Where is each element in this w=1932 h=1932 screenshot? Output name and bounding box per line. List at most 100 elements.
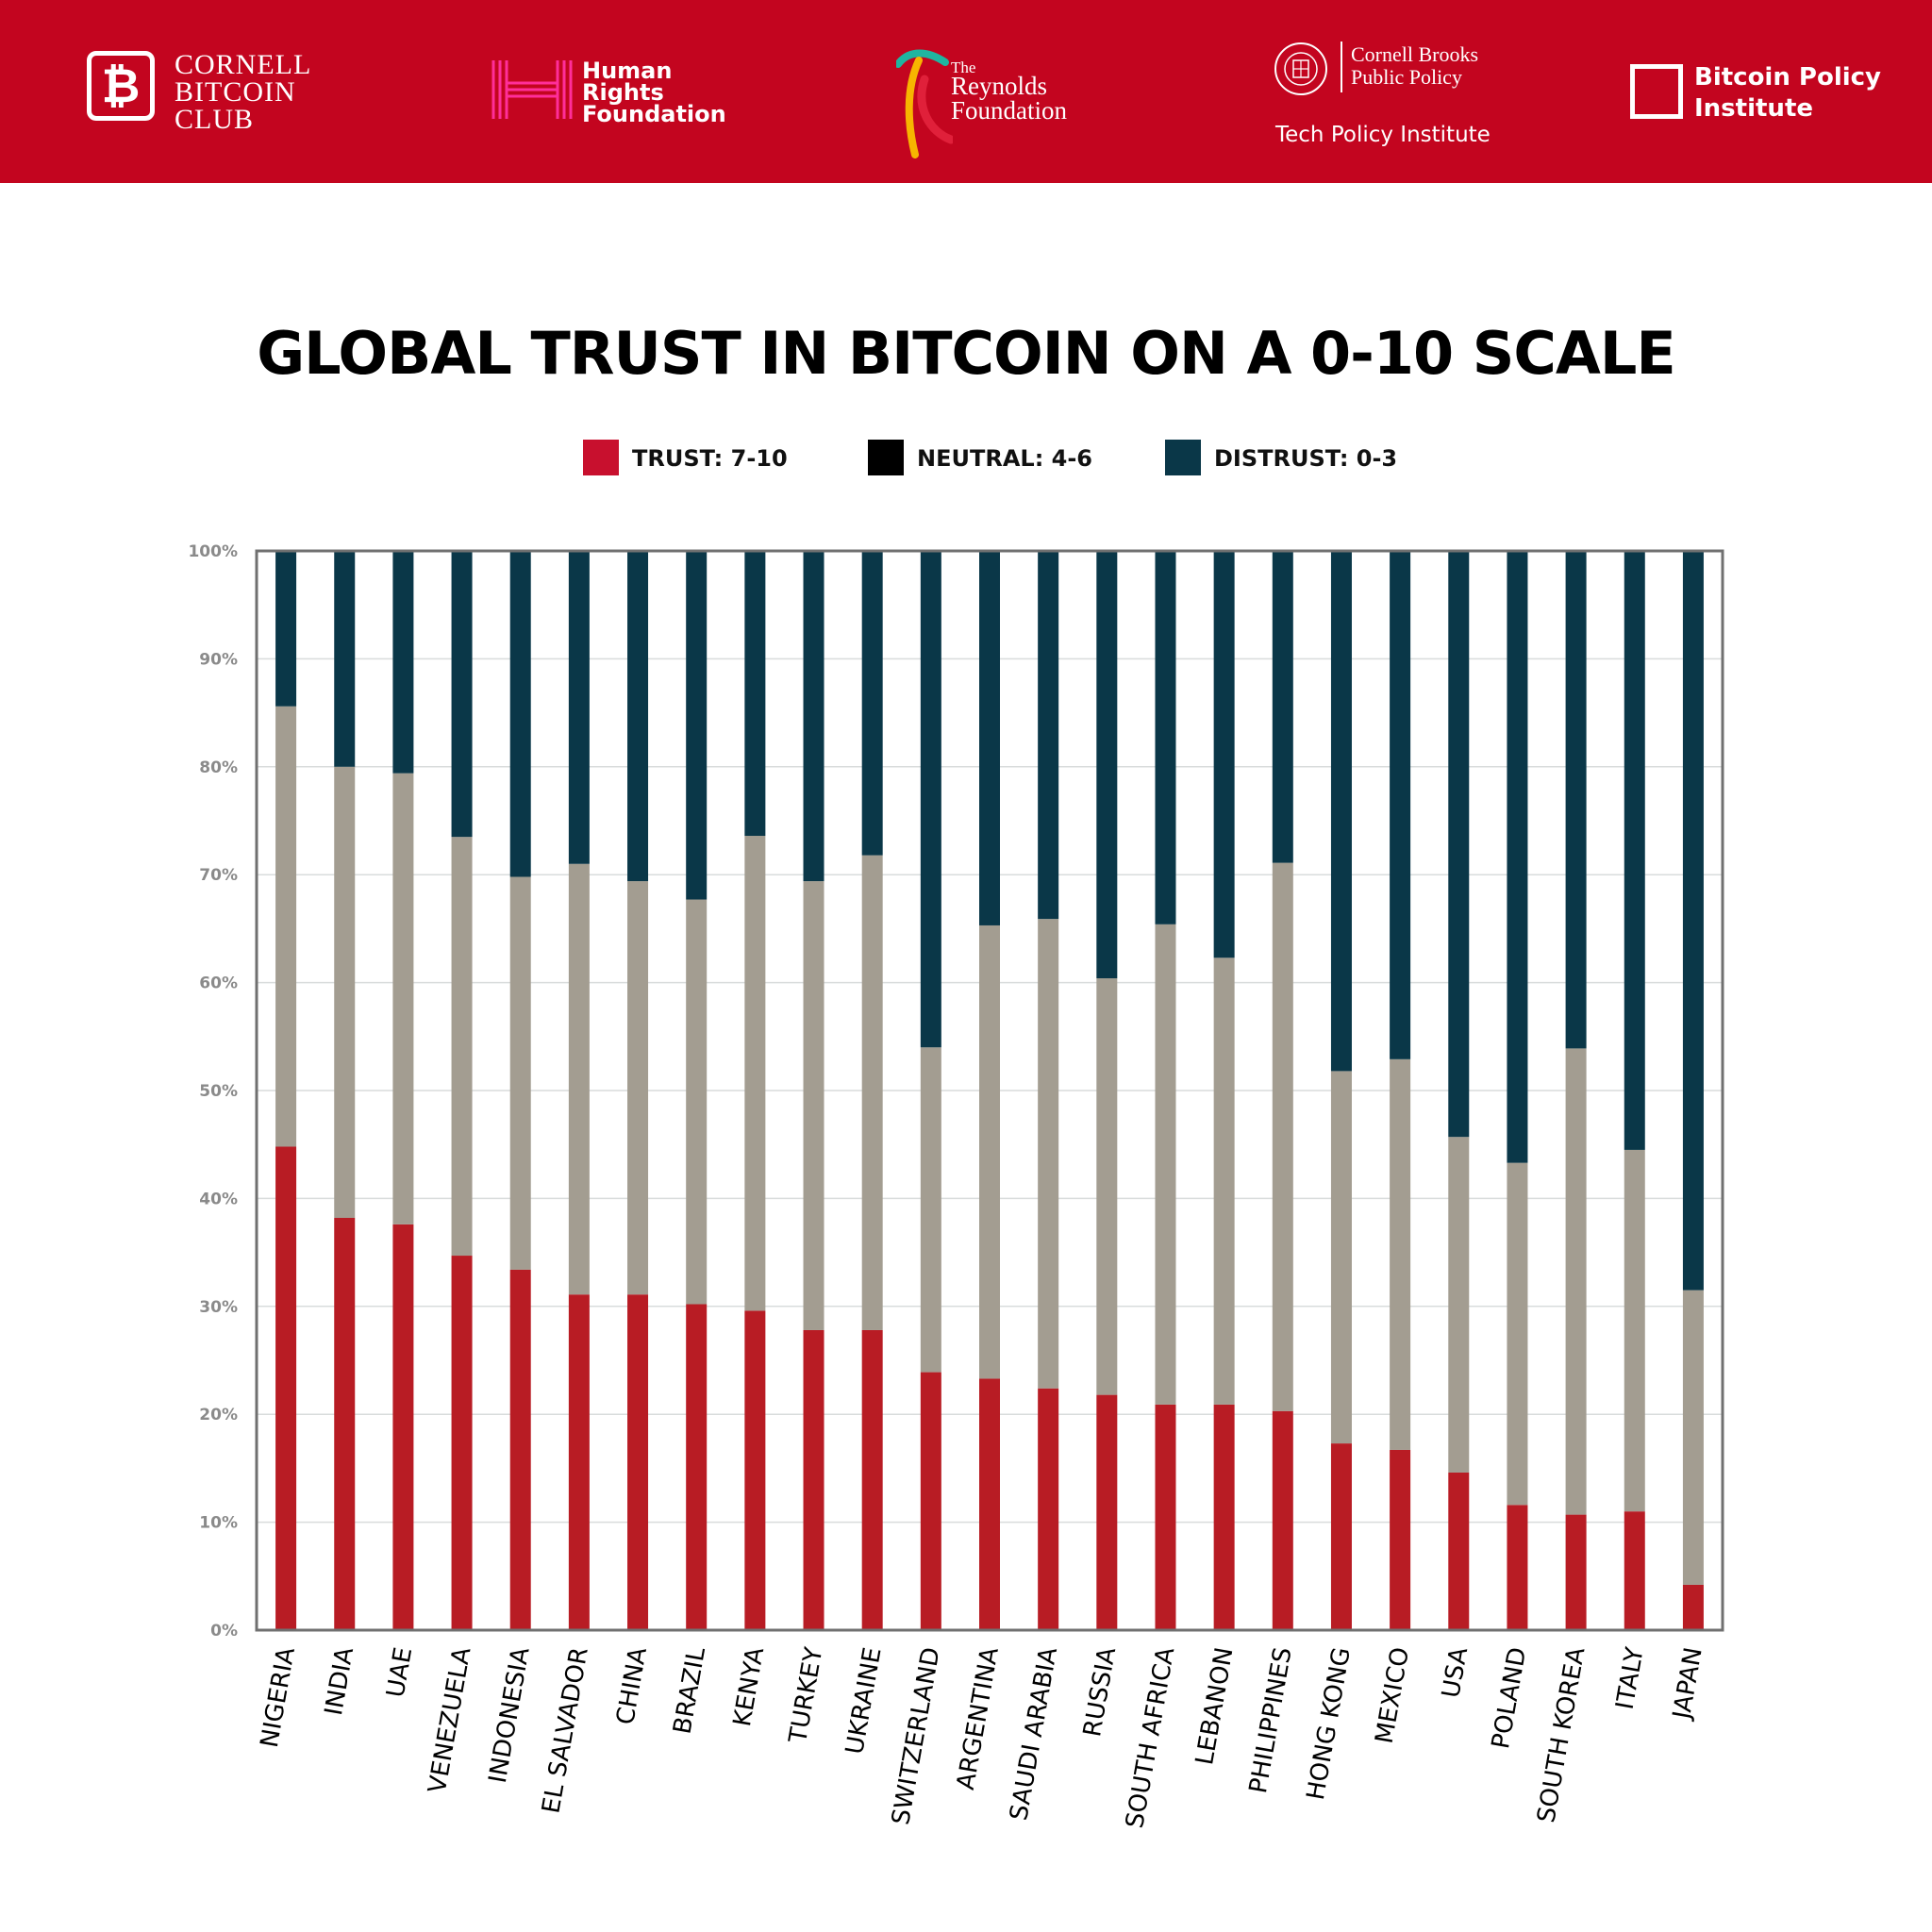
category-label: KENYA	[728, 1645, 770, 1729]
bar-segment-distrust	[979, 551, 1000, 925]
bar-segment-trust	[1330, 1443, 1352, 1630]
trf-line2: Foundation	[951, 96, 1068, 125]
reynolds-swirl-icon	[896, 49, 953, 158]
human-rights-foundation-logo: Human Rights Foundation	[491, 58, 736, 134]
category-label: HONG KONG	[1302, 1645, 1357, 1802]
y-tick-label: 80%	[199, 758, 238, 777]
y-tick-label: 60%	[199, 974, 238, 993]
bar-segment-neutral	[275, 706, 297, 1147]
y-tick-label: 0%	[210, 1622, 238, 1641]
category-label: SOUTH AFRICA	[1121, 1645, 1180, 1831]
category-label: UAE	[382, 1645, 419, 1700]
legend-swatch-trust	[583, 440, 619, 475]
chart-title: GLOBAL TRUST IN BITCOIN ON A 0-10 SCALE	[257, 319, 1676, 388]
cornell-divider	[1341, 42, 1342, 92]
category-label: USA	[1437, 1645, 1474, 1700]
y-tick-label: 40%	[199, 1190, 238, 1208]
bar-segment-neutral	[979, 924, 1000, 1379]
bar-segment-distrust	[686, 551, 708, 900]
bar-segment-neutral	[334, 766, 356, 1218]
bar-segment-distrust	[1155, 551, 1176, 924]
bar-segment-trust	[1565, 1514, 1587, 1630]
bpi-square-icon	[1630, 64, 1683, 119]
bar-segment-distrust	[920, 551, 941, 1048]
bar-segment-distrust	[1272, 551, 1293, 863]
bar-segment-distrust	[1565, 551, 1587, 1049]
bar-segment-distrust	[744, 551, 766, 837]
category-label: ARGENTINA	[952, 1645, 1005, 1792]
bar-segment-trust	[861, 1329, 883, 1630]
hrf-wordmark: Human Rights Foundation	[582, 58, 726, 125]
cornell-bitcoin-club-wordmark: CORNELL BITCOIN CLUB	[175, 51, 311, 134]
bar-segment-neutral	[1213, 958, 1235, 1405]
bar-segment-distrust	[392, 551, 414, 774]
bar-segment-neutral	[1038, 919, 1059, 1389]
bar-segment-distrust	[627, 551, 649, 882]
bar-segment-trust	[1272, 1410, 1293, 1630]
bar-segment-distrust	[803, 551, 824, 882]
bar-segment-trust	[1213, 1404, 1235, 1630]
bitcoin-b-icon: ₿	[87, 51, 155, 121]
cornell-brooks-wordmark: Cornell Brooks Public Policy	[1351, 43, 1478, 89]
bar-segment-neutral	[451, 837, 473, 1257]
bar-segment-trust	[509, 1269, 531, 1630]
bar-segment-trust	[1507, 1505, 1528, 1630]
bar-segment-trust	[979, 1378, 1000, 1630]
bar-segment-neutral	[1155, 924, 1176, 1405]
bar-segment-neutral	[1272, 862, 1293, 1411]
y-tick-label: 30%	[199, 1298, 238, 1317]
bpi-wordmark: Bitcoin Policy Institute	[1694, 62, 1881, 125]
bar-segment-distrust	[334, 551, 356, 767]
legend-label-trust: TRUST: 7-10	[632, 445, 788, 472]
bar-segment-neutral	[509, 876, 531, 1270]
bar-segment-trust	[1390, 1449, 1411, 1630]
category-label: EL SALVADOR	[537, 1645, 593, 1816]
reynolds-foundation-logo: The Reynolds Foundation	[896, 42, 1104, 164]
y-tick-label: 50%	[199, 1082, 238, 1101]
hrf-h-mark-icon	[491, 60, 573, 119]
bar-segment-distrust	[1624, 551, 1645, 1150]
category-label: TURKEY	[784, 1645, 829, 1746]
bar-segment-distrust	[1682, 551, 1704, 1291]
bitcoin-policy-institute-logo: Bitcoin Policy Institute	[1630, 62, 1881, 128]
trf-wordmark: Reynolds Foundation	[951, 72, 1068, 125]
bar-segment-trust	[744, 1310, 766, 1630]
category-label: INDIA	[320, 1645, 359, 1718]
category-label: ITALY	[1611, 1645, 1650, 1712]
category-label: VENEZUELA	[424, 1645, 477, 1795]
category-label: POLAND	[1487, 1645, 1532, 1751]
bar-segment-neutral	[1390, 1058, 1411, 1450]
bar-segment-trust	[1624, 1511, 1645, 1630]
hrf-line1: Human	[582, 58, 673, 84]
bar-segment-distrust	[1330, 551, 1352, 1072]
bar-segment-trust	[1448, 1472, 1470, 1630]
bar-segment-trust	[1096, 1394, 1118, 1630]
header-banner: ₿ CORNELL BITCOIN CLUB Human Rights F	[0, 0, 1932, 183]
legend-swatch-neutral	[868, 440, 904, 475]
cornell-bitcoin-club-logo: ₿ CORNELL BITCOIN CLUB	[87, 51, 332, 134]
category-label: NIGERIA	[256, 1645, 301, 1750]
bar-segment-trust	[392, 1224, 414, 1630]
category-label: SOUTH KOREA	[1532, 1645, 1591, 1825]
bar-segment-distrust	[509, 551, 531, 877]
category-label: JAPAN	[1668, 1645, 1708, 1723]
bar-segment-trust	[1682, 1584, 1704, 1630]
y-tick-label: 90%	[199, 650, 238, 669]
category-label: BRAZIL	[668, 1645, 711, 1737]
legend-swatch-distrust	[1165, 440, 1201, 475]
legend-label-distrust: DISTRUST: 0-3	[1214, 445, 1398, 472]
bar-segment-neutral	[803, 881, 824, 1330]
y-tick-label: 70%	[199, 866, 238, 885]
bar-segment-neutral	[392, 773, 414, 1224]
bar-segment-trust	[334, 1217, 356, 1630]
trf-line1: Reynolds	[951, 72, 1048, 100]
cornell-brooks-logo: Cornell Brooks Public Policy Tech Policy…	[1274, 40, 1519, 153]
bar-segment-trust	[275, 1146, 297, 1630]
bar-segment-distrust	[861, 551, 883, 856]
bar-segment-distrust	[451, 551, 473, 838]
category-label: PHILIPPINES	[1244, 1645, 1298, 1795]
bar-segment-trust	[1155, 1404, 1176, 1630]
bar-segment-distrust	[568, 551, 590, 864]
bpi-line2: Institute	[1694, 94, 1814, 123]
bar-segment-distrust	[1213, 551, 1235, 958]
